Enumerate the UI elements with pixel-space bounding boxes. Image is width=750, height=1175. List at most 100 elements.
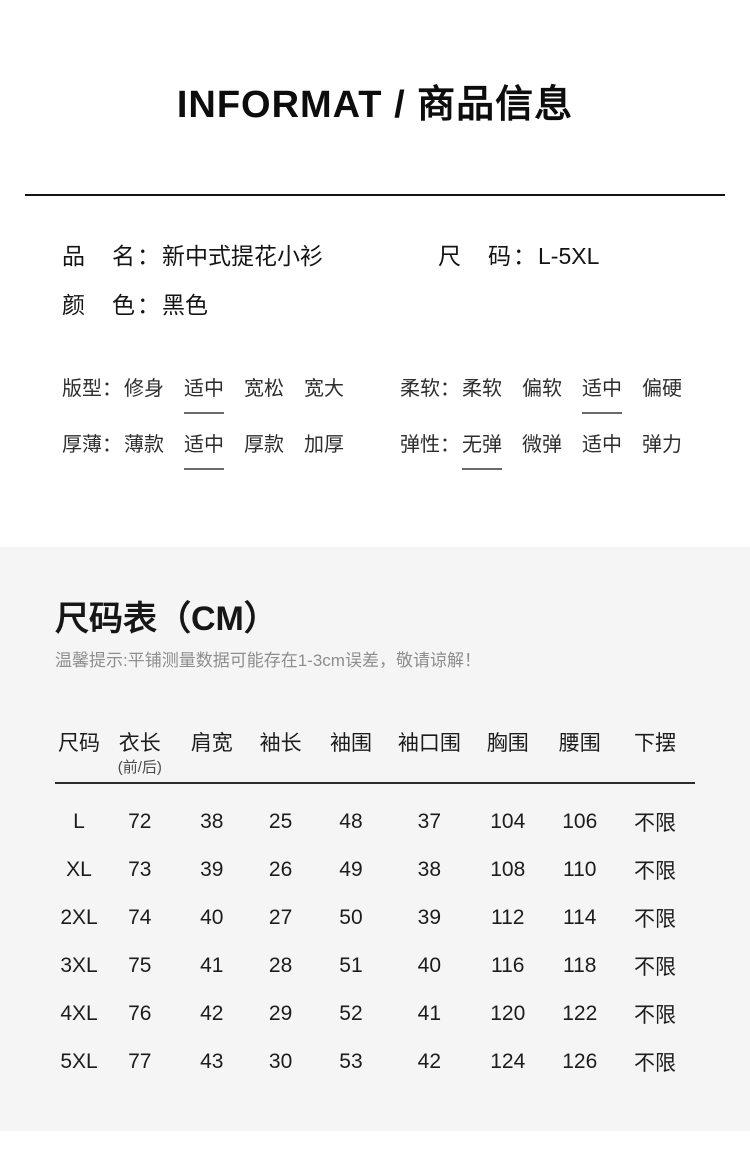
- table-cell: 30: [268, 1050, 293, 1074]
- table-cell: 74: [128, 906, 152, 930]
- attr-option: 适中: [582, 433, 622, 456]
- table-cell: 124: [490, 1050, 526, 1074]
- table-cell: L: [73, 810, 85, 834]
- product-name-value: 新中式提花小衫: [162, 242, 323, 269]
- table-cell: 39: [200, 858, 224, 882]
- table-cell: 43: [200, 1050, 224, 1074]
- table-cell: 116: [491, 954, 525, 978]
- table-row: 3XL 75 41 28 51 40 116 118 不限: [55, 942, 695, 990]
- table-cell: 110: [563, 858, 597, 882]
- table-cell: 40: [200, 906, 224, 930]
- table-cell: 114: [563, 906, 597, 930]
- attr-option: 偏硬: [642, 377, 682, 400]
- table-cell: 39: [417, 906, 442, 930]
- product-name-row: 品 名：新中式提花小衫: [62, 242, 323, 271]
- column-header-sleeve-length: 袖长: [259, 732, 302, 756]
- table-cell: 28: [268, 954, 293, 978]
- column-header-hem: 下摆: [633, 732, 676, 756]
- product-size-value: L-5XL: [538, 242, 600, 269]
- table-row: 4XL 76 42 29 52 41 120 122 不限: [55, 990, 695, 1038]
- table-cell: 122: [562, 1002, 598, 1026]
- table-cell: 37: [417, 810, 442, 834]
- attr-softness-label: 柔软：: [400, 377, 460, 400]
- product-color-value: 黑色: [162, 291, 208, 318]
- table-cell: 41: [417, 1002, 442, 1026]
- table-cell: 不限: [633, 908, 676, 932]
- table-cell: 108: [490, 858, 526, 882]
- table-cell: 不限: [633, 1004, 676, 1028]
- table-cell: 50: [339, 906, 363, 930]
- table-cell: 3XL: [60, 954, 98, 978]
- table-cell: 76: [128, 1002, 152, 1026]
- column-header-size: 尺码: [58, 732, 100, 756]
- attr-option: 宽大: [304, 377, 344, 400]
- table-cell: 52: [339, 1002, 363, 1026]
- product-color-label: 颜 色：: [62, 291, 162, 318]
- attr-group-fit: 版型： 修身 适中 宽松 宽大: [62, 376, 400, 414]
- table-cell: 48: [339, 810, 363, 834]
- table-cell: 27: [268, 906, 293, 930]
- table-row: 2XL 74 40 27 50 39 112 114 不限: [55, 894, 695, 942]
- column-header-sleeve-girth: 袖围: [329, 732, 372, 756]
- attributes-section: 版型： 修身 适中 宽松 宽大 柔软： 柔软 偏软 适中 偏硬 厚薄： 薄款 适…: [62, 376, 750, 470]
- column-header-shoulder: 肩宽: [190, 732, 233, 756]
- table-cell: 126: [562, 1050, 598, 1074]
- table-cell: 104: [490, 810, 526, 834]
- attr-group-elasticity: 弹性： 无弹 微弹 适中 弹力: [400, 432, 750, 470]
- column-header-waist: 腰围: [558, 732, 601, 756]
- table-cell: 41: [200, 954, 224, 978]
- table-cell: 118: [563, 954, 597, 978]
- table-cell: 77: [128, 1050, 152, 1074]
- attr-option: 加厚: [304, 433, 344, 456]
- attr-option: 微弹: [522, 433, 562, 456]
- product-size-row: 尺 码：L-5XL: [438, 242, 599, 271]
- product-color-row: 颜 色：黑色: [62, 291, 208, 320]
- column-header-length: 衣长 (前/后): [103, 732, 177, 783]
- attr-group-thickness: 厚薄： 薄款 适中 厚款 加厚: [62, 432, 400, 470]
- attr-elasticity-label: 弹性：: [400, 433, 460, 456]
- table-cell: XL: [66, 858, 92, 882]
- table-row: L 72 38 25 48 37 104 106 不限: [55, 783, 695, 846]
- size-chart-section: 尺码表（CM） 温馨提示:平铺测量数据可能存在1-3cm误差，敬请谅解！ 尺码 …: [0, 546, 750, 1131]
- attr-option: 无弹: [462, 432, 502, 470]
- attr-thickness-label: 厚薄：: [62, 433, 122, 456]
- table-cell: 106: [562, 810, 598, 834]
- table-cell: 49: [339, 858, 363, 882]
- table-cell: 不限: [633, 956, 676, 980]
- table-cell: 53: [339, 1050, 363, 1074]
- column-header-bust: 胸围: [486, 732, 529, 756]
- product-size-label: 尺 码：: [438, 242, 538, 269]
- table-cell: 29: [268, 1002, 293, 1026]
- product-name-label: 品 名：: [62, 242, 162, 269]
- page-title: INFORMAT / 商品信息: [176, 84, 574, 126]
- size-chart-title: 尺码表（CM）: [55, 599, 278, 638]
- table-cell: 112: [491, 906, 525, 930]
- table-row: 5XL 77 43 30 53 42 124 126 不限: [55, 1038, 695, 1086]
- attr-option: 宽松: [244, 377, 284, 400]
- table-cell: 38: [200, 810, 224, 834]
- column-header-length-subnote: (前/后): [117, 759, 162, 777]
- attr-option: 适中: [582, 376, 622, 414]
- attr-option: 偏软: [522, 377, 562, 400]
- table-cell: 73: [128, 858, 152, 882]
- table-cell: 72: [128, 810, 152, 834]
- column-header-cuff: 袖口围: [397, 732, 461, 756]
- table-cell: 75: [128, 954, 152, 978]
- attr-option: 修身: [124, 377, 164, 400]
- table-cell: 42: [200, 1002, 224, 1026]
- attr-fit-label: 版型：: [62, 377, 122, 400]
- title-divider: [25, 193, 725, 196]
- table-cell: 4XL: [60, 1002, 98, 1026]
- table-cell: 不限: [633, 860, 676, 884]
- attr-group-softness: 柔软： 柔软 偏软 适中 偏硬: [400, 376, 750, 414]
- size-table: 尺码 衣长 (前/后) 肩宽 袖长 袖围 袖口围 胸围 腰围 下摆 L 72 38 25…: [55, 732, 695, 1086]
- product-info-section: 品 名：新中式提花小衫 尺 码：L-5XL 颜 色：黑色: [62, 242, 750, 320]
- size-table-header-row: 尺码 衣长 (前/后) 肩宽 袖长 袖围 袖口围 胸围 腰围 下摆: [55, 732, 695, 784]
- size-chart-note: 温馨提示:平铺测量数据可能存在1-3cm误差，敬请谅解！: [55, 651, 481, 671]
- table-cell: 26: [268, 858, 293, 882]
- table-cell: 不限: [633, 812, 676, 836]
- attr-option: 适中: [184, 376, 224, 414]
- attr-option: 柔软: [462, 377, 502, 400]
- attr-option: 适中: [184, 432, 224, 470]
